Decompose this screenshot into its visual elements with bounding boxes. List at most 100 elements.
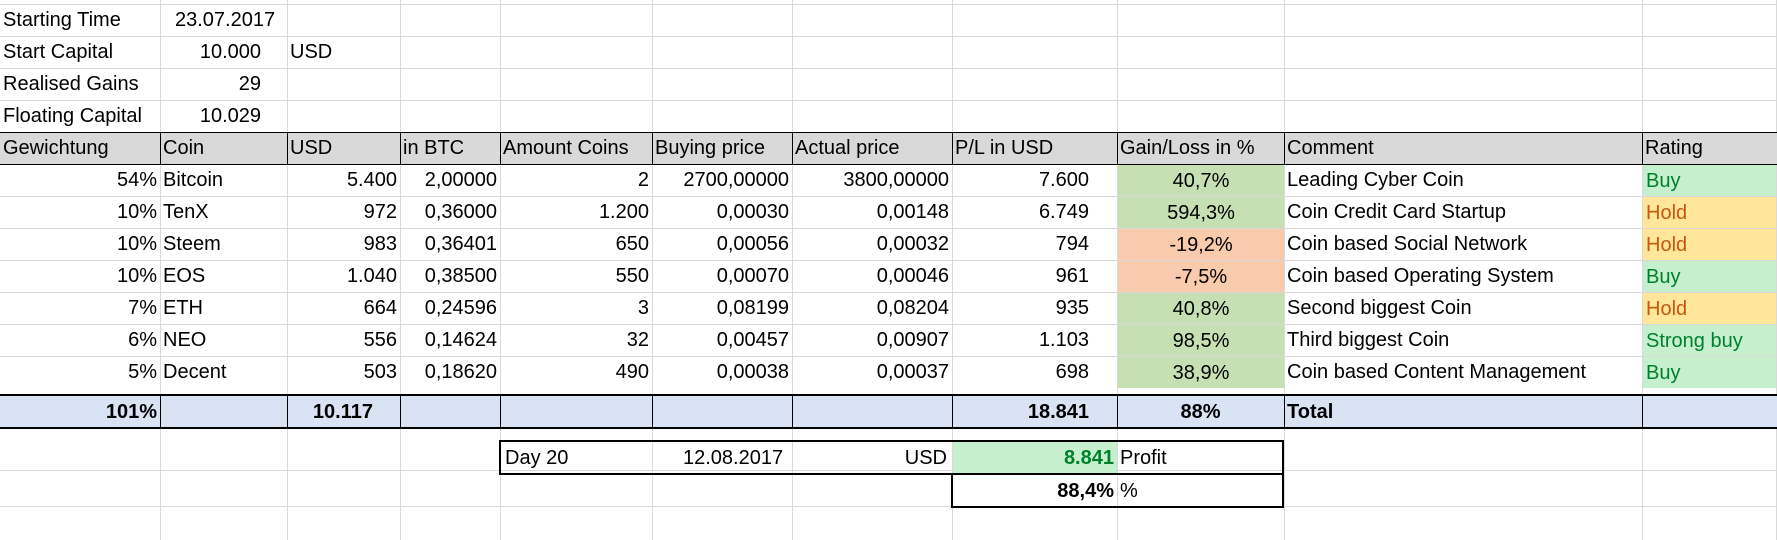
table-row-5-coin[interactable]: NEO: [163, 329, 207, 351]
table-row-2-comment[interactable]: Coin based Social Network: [1287, 233, 1528, 255]
summary-profit-label[interactable]: Profit: [1120, 447, 1167, 469]
table-row-0-gain[interactable]: 40,7%: [1118, 165, 1284, 196]
header-buying-price[interactable]: Buying price: [655, 137, 766, 159]
realised-gains-value[interactable]: 29: [238, 73, 261, 95]
table-row-1-amount[interactable]: 1.200: [598, 201, 649, 223]
table-row-0-actual[interactable]: 3800,00000: [843, 169, 949, 191]
table-row-2-actual[interactable]: 0,00032: [876, 233, 949, 255]
table-row-5-btc[interactable]: 0,14624: [424, 329, 497, 351]
header-gewichtung[interactable]: Gewichtung: [3, 137, 109, 159]
table-row-2-btc[interactable]: 0,36401: [424, 233, 497, 255]
starting-time-label[interactable]: Starting Time: [3, 9, 121, 31]
table-row-2-gain[interactable]: -19,2%: [1118, 229, 1284, 260]
table-row-1-btc[interactable]: 0,36000: [424, 201, 497, 223]
header-rating[interactable]: Rating: [1645, 137, 1703, 159]
table-row-5-rating[interactable]: Strong buy: [1643, 325, 1776, 356]
table-row-6-coin[interactable]: Decent: [163, 361, 227, 383]
table-row-5-weight[interactable]: 6%: [128, 329, 157, 351]
total-usd[interactable]: 10.117: [312, 401, 373, 423]
table-row-0-buy[interactable]: 2700,00000: [683, 169, 789, 191]
table-row-1-buy[interactable]: 0,00030: [716, 201, 789, 223]
table-row-1-usd[interactable]: 972: [363, 201, 397, 223]
header-gain-loss[interactable]: Gain/Loss in %: [1120, 137, 1255, 159]
table-row-3-weight[interactable]: 10%: [116, 265, 157, 287]
table-row-6-actual[interactable]: 0,00037: [876, 361, 949, 383]
table-row-0-amount[interactable]: 2: [637, 169, 649, 191]
table-row-5-buy[interactable]: 0,00457: [716, 329, 789, 351]
start-capital-value[interactable]: 10.000: [199, 41, 261, 63]
table-row-1-rating[interactable]: Hold: [1643, 197, 1776, 228]
total-label[interactable]: Total: [1287, 401, 1334, 423]
table-row-4-comment[interactable]: Second biggest Coin: [1287, 297, 1472, 319]
table-row-0-rating[interactable]: Buy: [1643, 165, 1776, 196]
table-row-2-weight[interactable]: 10%: [116, 233, 157, 255]
header-in-btc[interactable]: in BTC: [403, 137, 465, 159]
table-row-4-actual[interactable]: 0,08204: [876, 297, 949, 319]
table-row-3-comment[interactable]: Coin based Operating System: [1287, 265, 1554, 287]
table-row-4-coin[interactable]: ETH: [163, 297, 203, 319]
summary-profit-value[interactable]: 8.841: [953, 442, 1117, 473]
table-row-0-weight[interactable]: 54%: [116, 169, 157, 191]
header-pl-usd[interactable]: P/L in USD: [955, 137, 1054, 159]
starting-time-value[interactable]: 23.07.2017: [175, 9, 276, 31]
summary-percent-label[interactable]: %: [1120, 480, 1138, 502]
table-row-4-amount[interactable]: 3: [637, 297, 649, 319]
header-actual-price[interactable]: Actual price: [795, 137, 900, 159]
table-row-2-coin[interactable]: Steem: [163, 233, 221, 255]
table-row-1-weight[interactable]: 10%: [116, 201, 157, 223]
realised-gains-label[interactable]: Realised Gains: [3, 73, 139, 95]
table-row-6-usd[interactable]: 503: [363, 361, 397, 383]
table-row-4-buy[interactable]: 0,08199: [716, 297, 789, 319]
table-row-6-rating[interactable]: Buy: [1643, 357, 1776, 388]
table-row-2-usd[interactable]: 983: [363, 233, 397, 255]
header-usd[interactable]: USD: [290, 137, 333, 159]
table-row-6-comment[interactable]: Coin based Content Management: [1287, 361, 1587, 383]
table-row-2-buy[interactable]: 0,00056: [716, 233, 789, 255]
table-row-4-weight[interactable]: 7%: [128, 297, 157, 319]
table-row-4-pl[interactable]: 935: [1055, 297, 1089, 319]
table-row-0-comment[interactable]: Leading Cyber Coin: [1287, 169, 1464, 191]
table-row-4-gain[interactable]: 40,8%: [1118, 293, 1284, 324]
table-row-6-btc[interactable]: 0,18620: [424, 361, 497, 383]
table-row-1-gain[interactable]: 594,3%: [1118, 197, 1284, 228]
summary-percent-value[interactable]: 88,4%: [1057, 480, 1114, 502]
table-row-3-rating[interactable]: Buy: [1643, 261, 1776, 292]
table-row-0-btc[interactable]: 2,00000: [424, 169, 497, 191]
table-row-1-actual[interactable]: 0,00148: [876, 201, 949, 223]
total-weight[interactable]: 101%: [105, 401, 157, 423]
table-row-6-gain[interactable]: 38,9%: [1118, 357, 1284, 388]
table-row-4-btc[interactable]: 0,24596: [424, 297, 497, 319]
table-row-1-pl[interactable]: 6.749: [1038, 201, 1089, 223]
table-row-3-gain[interactable]: -7,5%: [1118, 261, 1284, 292]
summary-currency[interactable]: USD: [904, 447, 947, 469]
table-row-1-coin[interactable]: TenX: [163, 201, 209, 223]
header-amount-coins[interactable]: Amount Coins: [503, 137, 629, 159]
table-row-5-comment[interactable]: Third biggest Coin: [1287, 329, 1450, 351]
table-row-5-pl[interactable]: 1.103: [1038, 329, 1089, 351]
total-pl[interactable]: 18.841: [1027, 401, 1089, 423]
table-row-3-amount[interactable]: 550: [615, 265, 649, 287]
table-row-3-btc[interactable]: 0,38500: [424, 265, 497, 287]
start-capital-label[interactable]: Start Capital: [3, 41, 114, 63]
table-row-2-rating[interactable]: Hold: [1643, 229, 1776, 260]
table-row-6-amount[interactable]: 490: [615, 361, 649, 383]
table-row-3-usd[interactable]: 1.040: [346, 265, 397, 287]
table-row-6-weight[interactable]: 5%: [128, 361, 157, 383]
table-row-2-pl[interactable]: 794: [1055, 233, 1089, 255]
table-row-3-coin[interactable]: EOS: [163, 265, 206, 287]
table-row-3-actual[interactable]: 0,00046: [876, 265, 949, 287]
table-row-5-amount[interactable]: 32: [626, 329, 649, 351]
table-row-0-coin[interactable]: Bitcoin: [163, 169, 224, 191]
header-coin[interactable]: Coin: [163, 137, 205, 159]
floating-capital-value[interactable]: 10.029: [199, 105, 261, 127]
table-row-5-usd[interactable]: 556: [363, 329, 397, 351]
table-row-1-comment[interactable]: Coin Credit Card Startup: [1287, 201, 1506, 223]
table-row-2-amount[interactable]: 650: [615, 233, 649, 255]
start-capital-unit[interactable]: USD: [290, 41, 333, 63]
table-row-6-pl[interactable]: 698: [1055, 361, 1089, 383]
table-row-6-buy[interactable]: 0,00038: [716, 361, 789, 383]
table-row-3-buy[interactable]: 0,00070: [716, 265, 789, 287]
table-row-4-usd[interactable]: 664: [363, 297, 397, 319]
table-row-0-pl[interactable]: 7.600: [1038, 169, 1089, 191]
summary-day[interactable]: Day 20: [505, 447, 569, 469]
